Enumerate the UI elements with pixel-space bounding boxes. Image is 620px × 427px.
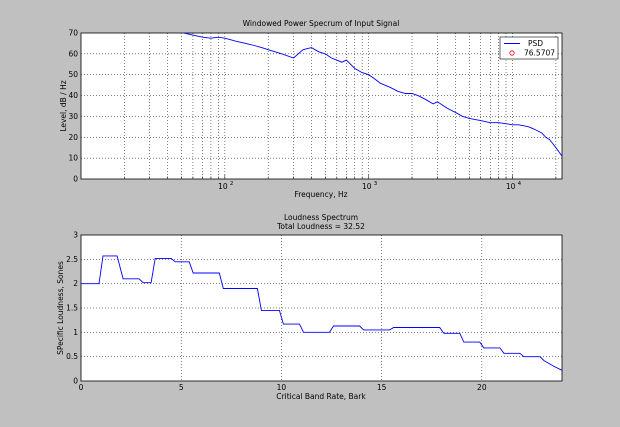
loudness-xtick-label: 5 bbox=[179, 383, 184, 392]
loudness-ticks: 0 5 10 15 20 0 0.5 1 1.5 2 2.5 3 bbox=[66, 231, 487, 393]
psd-xtick-label: 10 bbox=[218, 182, 228, 191]
psd-plot: Windowed Power Specrum of Input Signal 0… bbox=[59, 19, 563, 199]
loudness-xtick-label: 15 bbox=[377, 383, 387, 392]
psd-ytick-label: 30 bbox=[68, 112, 78, 121]
loudness-plot-subtitle: Total Loudness = 32.52 bbox=[276, 222, 365, 231]
psd-legend: PSD 76.5707 bbox=[499, 36, 559, 60]
psd-xtick-exponent: 2 bbox=[230, 181, 234, 187]
loudness-ytick-label: 0.5 bbox=[66, 352, 78, 361]
legend-psd-label: PSD bbox=[528, 39, 543, 48]
psd-ytick-label: 40 bbox=[68, 91, 78, 100]
loudness-xtick-label: 0 bbox=[79, 383, 84, 392]
legend-value-label: 76.5707 bbox=[524, 49, 555, 58]
psd-series bbox=[183, 32, 563, 157]
psd-plot-area bbox=[80, 32, 563, 180]
psd-ytick-label: 0 bbox=[73, 175, 78, 184]
loudness-series bbox=[81, 255, 563, 371]
loudness-ytick-label: 2 bbox=[73, 279, 78, 288]
psd-plot-title: Windowed Power Specrum of Input Signal bbox=[243, 19, 400, 28]
loudness-series-line bbox=[81, 255, 563, 371]
psd-ytick-label: 60 bbox=[68, 49, 78, 58]
loudness-ytick-label: 0 bbox=[73, 377, 78, 386]
loudness-ytick-label: 3 bbox=[73, 231, 78, 240]
loudness-ytick-label: 1 bbox=[73, 328, 78, 337]
loudness-ytick-label: 2.5 bbox=[66, 255, 78, 264]
psd-ylabel: Level, dB / Hz bbox=[59, 80, 68, 131]
loudness-xtick-label: 20 bbox=[477, 383, 487, 392]
loudness-ylabel: SPecific Loudness, Sones bbox=[56, 261, 65, 355]
psd-xtick-label: 10 bbox=[506, 182, 516, 191]
loudness-plot: Loudness Spectrum Total Loudness = 32.52… bbox=[56, 213, 563, 401]
loudness-xlabel: Critical Band Rate, Bark bbox=[276, 392, 366, 401]
loudness-plot-title: Loudness Spectrum bbox=[284, 213, 358, 222]
loudness-ytick-label: 1.5 bbox=[66, 304, 78, 313]
legend-marker-circle-icon bbox=[509, 50, 515, 56]
psd-ytick-label: 50 bbox=[68, 70, 78, 79]
psd-xtick-exponent: 3 bbox=[374, 181, 378, 187]
psd-ytick-label: 70 bbox=[68, 29, 78, 38]
psd-xtick-exponent: 4 bbox=[518, 181, 522, 187]
psd-ytick-label: 20 bbox=[68, 133, 78, 142]
loudness-xtick-label: 10 bbox=[277, 383, 287, 392]
psd-xlabel: Frequency, Hz bbox=[294, 190, 347, 199]
psd-xtick-label: 10 bbox=[362, 182, 372, 191]
psd-ytick-label: 10 bbox=[68, 154, 78, 163]
psd-series-line bbox=[183, 32, 563, 157]
